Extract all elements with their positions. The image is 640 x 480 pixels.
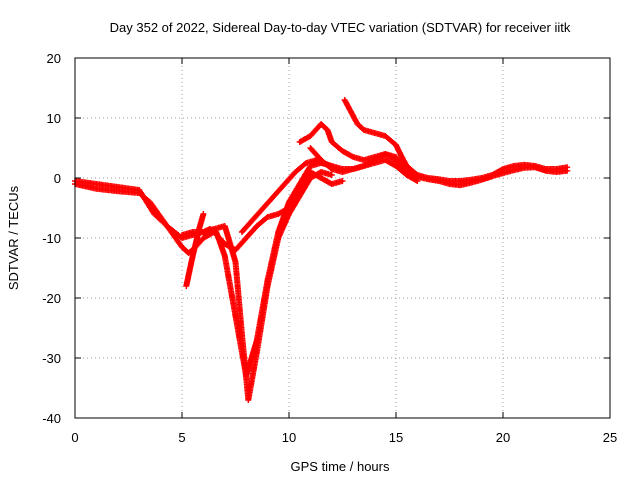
series-track-3 <box>179 160 335 379</box>
x-tick-label: 10 <box>282 430 296 445</box>
y-tick-label: -30 <box>42 351 61 366</box>
y-axis-label: SDTVAR / TECUs <box>6 185 21 290</box>
series-points <box>307 145 410 175</box>
y-tick-label: 0 <box>54 171 61 186</box>
x-tick-label: 5 <box>178 430 185 445</box>
series-points <box>183 211 207 289</box>
series-track-4 <box>183 211 207 289</box>
series-points <box>179 160 335 379</box>
x-axis-label: GPS time / hours <box>291 459 390 474</box>
series-track-2 <box>72 169 346 256</box>
x-tick-label: 15 <box>389 430 403 445</box>
x-tick-label: 0 <box>71 430 78 445</box>
series-points <box>414 164 571 189</box>
y-tick-label: -40 <box>42 411 61 426</box>
y-tick-label: -20 <box>42 291 61 306</box>
series-points <box>72 169 346 256</box>
series-points <box>72 169 335 403</box>
x-tick-label: 20 <box>496 430 510 445</box>
series-points <box>341 97 421 178</box>
grid <box>75 58 610 418</box>
ticks: 0 5 10 15 20 25 -40 -30 -20 -10 0 10 20 <box>42 51 617 445</box>
y-tick-label: 20 <box>47 51 61 66</box>
series-track-8 <box>341 97 421 178</box>
data-layer <box>72 97 571 403</box>
series-track-7 <box>307 145 410 175</box>
series-track-1 <box>72 169 335 403</box>
y-tick-label: -10 <box>42 231 61 246</box>
y-tick-label: 10 <box>47 111 61 126</box>
chart-title: Day 352 of 2022, Sidereal Day-to-day VTE… <box>110 20 571 35</box>
x-tick-label: 25 <box>603 430 617 445</box>
series-track-10 <box>414 164 571 189</box>
